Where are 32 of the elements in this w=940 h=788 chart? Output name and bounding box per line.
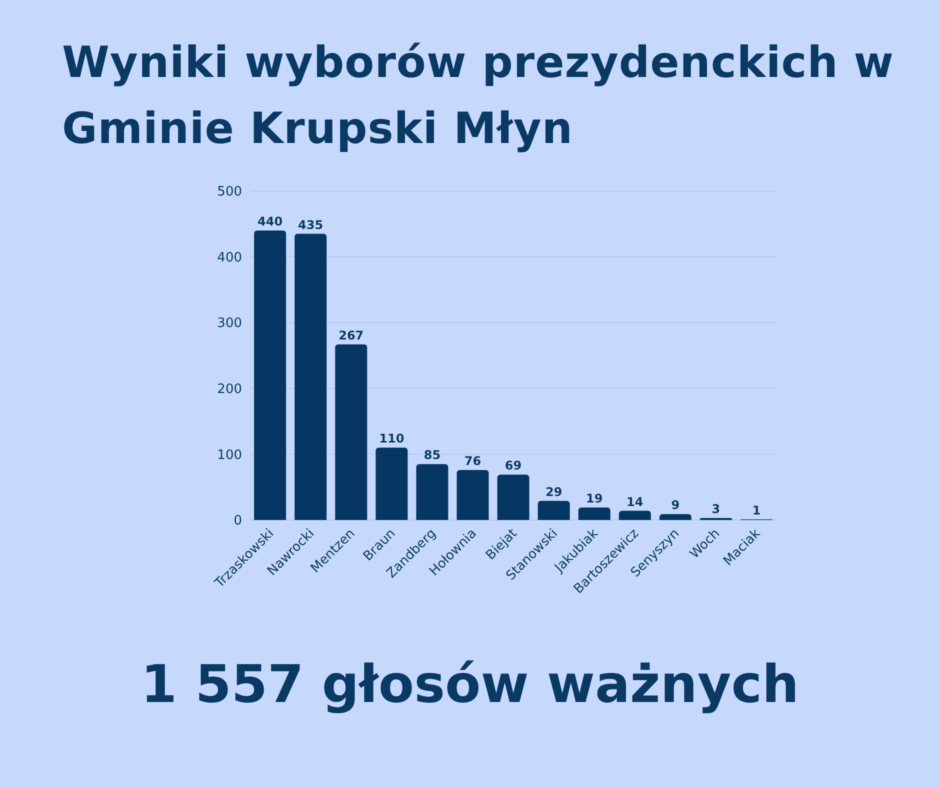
chart-title: Wyniki wyborów prezydenckich w Gminie Krupski Młyn: [62, 37, 896, 156]
y-tick-label: 500: [217, 184, 242, 200]
y-tick-label: 100: [217, 448, 242, 463]
data-label: 1: [752, 503, 761, 518]
data-label: 440: [258, 214, 283, 228]
data-label: 69: [504, 458, 522, 473]
data-label: 19: [586, 492, 603, 506]
y-tick-label: 200: [217, 382, 242, 398]
data-label: 76: [464, 454, 482, 468]
data-label: 110: [379, 432, 404, 446]
y-tick-label: 400: [217, 250, 242, 266]
data-label: 85: [424, 448, 441, 462]
text: 1 557 głosów ważnych: [140, 655, 800, 715]
data-label: 9: [671, 498, 680, 512]
bar: [578, 508, 610, 520]
y-tick-label: 300: [217, 316, 242, 332]
bar: [335, 344, 368, 520]
data-label: 3: [712, 502, 720, 516]
data-label: 435: [298, 218, 324, 232]
bar: [659, 514, 692, 520]
bar: [538, 500, 570, 520]
bar: [456, 470, 489, 520]
data-label: 29: [545, 484, 562, 499]
bar: [497, 474, 530, 520]
bar: [376, 448, 408, 520]
bar: [416, 464, 448, 520]
y-tick-label: 0: [234, 514, 242, 529]
bar: [294, 234, 327, 520]
bar: [254, 230, 286, 520]
data-label: 267: [338, 328, 364, 342]
data-label: 14: [626, 494, 644, 509]
bar: [618, 510, 651, 520]
